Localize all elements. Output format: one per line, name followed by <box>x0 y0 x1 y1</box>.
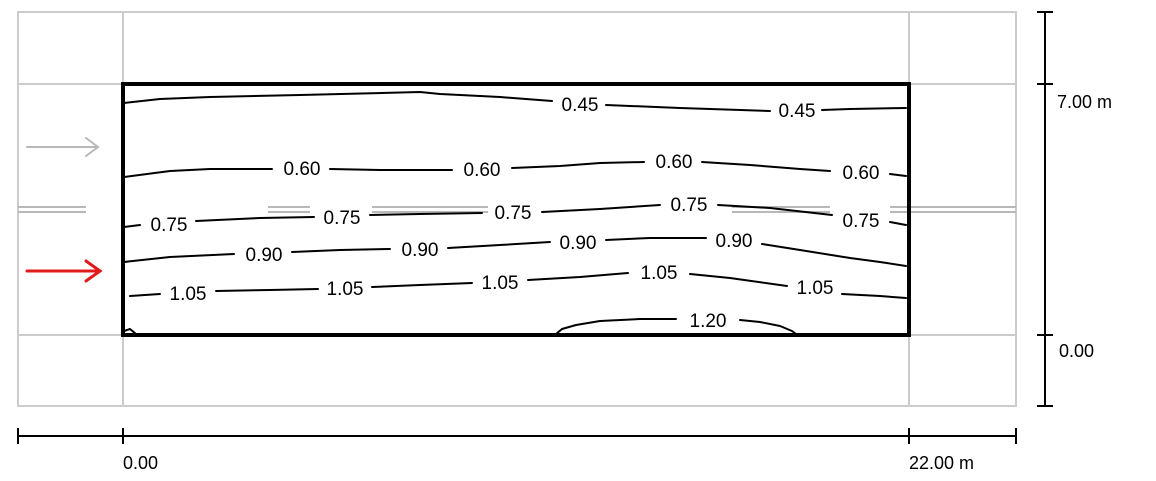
contour-label: 0.90 <box>402 240 439 261</box>
contour-0.60 <box>123 161 907 178</box>
height-start-label: 0.00 <box>1059 341 1094 361</box>
contour-label: 0.75 <box>671 195 708 216</box>
height-end-label: 7.00 m <box>1057 92 1112 112</box>
contour-0.45 <box>123 91 907 112</box>
grid-outer <box>17 11 1017 407</box>
contour-0.90 <box>123 237 907 267</box>
contour-label: 0.45 <box>779 101 816 122</box>
contour-label: 1.05 <box>170 284 207 305</box>
calculation-field-frame <box>121 82 911 337</box>
contour-label: 0.75 <box>151 215 188 236</box>
contour-label: 0.90 <box>560 233 597 254</box>
contour-label: 1.05 <box>797 278 834 299</box>
contour-label: 0.60 <box>843 163 880 184</box>
contour-lines <box>123 91 907 335</box>
active-arrow-icon <box>25 259 103 283</box>
contour-1.05 <box>129 272 907 299</box>
contour-label: 0.75 <box>324 208 361 229</box>
contour-corner <box>123 328 137 335</box>
height-dimension <box>1037 11 1053 407</box>
contour-label: 0.60 <box>464 160 501 181</box>
contour-label: 0.60 <box>656 152 693 173</box>
contour-label: 1.05 <box>327 279 364 300</box>
contour-label: 0.45 <box>562 95 599 116</box>
contour-1.20 <box>555 318 797 335</box>
width-dimension <box>17 428 1017 444</box>
reference-arrow-icon <box>26 137 100 157</box>
width-start-label: 0.00 <box>123 453 158 473</box>
contour-label: 1.05 <box>482 273 519 294</box>
contour-label: 0.90 <box>246 245 283 266</box>
contour-label: 0.60 <box>284 159 321 180</box>
contour-labels: 0.45 0.45 0.60 0.60 0.60 0.60 0.75 0.75 … <box>151 95 880 332</box>
contour-label: 0.75 <box>495 203 532 224</box>
contour-label: 1.05 <box>641 263 678 284</box>
width-end-label: 22.00 m <box>909 453 974 473</box>
contour-label: 1.20 <box>690 311 727 332</box>
contour-label: 0.90 <box>716 231 753 252</box>
contour-label: 0.75 <box>843 211 880 232</box>
contour-0.75 <box>123 204 907 228</box>
